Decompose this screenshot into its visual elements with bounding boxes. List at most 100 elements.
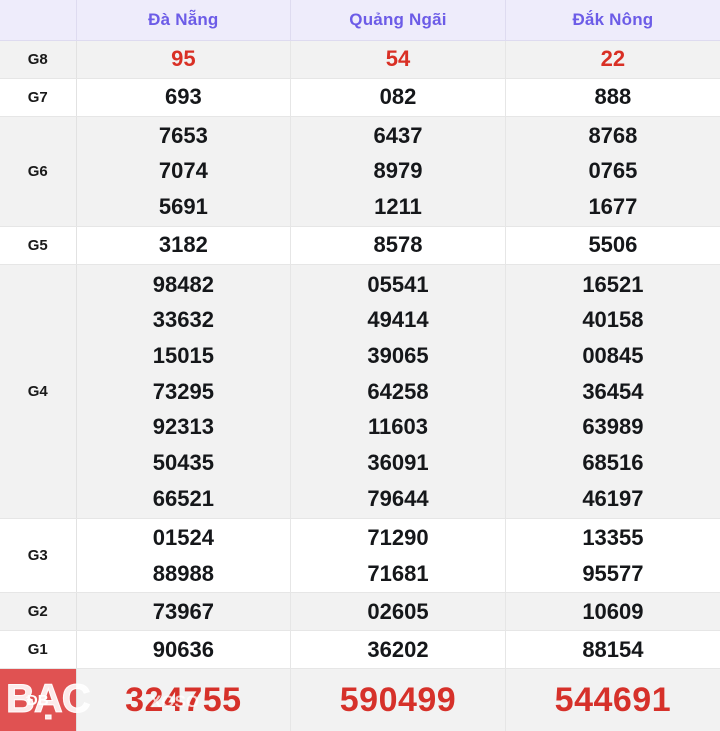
prize-row: G4 98482 33632 15015 73295 92313 50435 66521 055…: [0, 264, 720, 520]
prize-cell: 693: [76, 78, 292, 117]
lottery-number: 36202: [367, 637, 429, 662]
lottery-number: 73967: [152, 598, 214, 624]
prize-cell: 05541 49414 39065 64258 11603 36091 79644: [290, 264, 506, 520]
prize-cell: 90636: [76, 630, 292, 670]
lottery-number: 5506: [588, 232, 638, 258]
prize-cell: 888: [505, 78, 720, 117]
prize-label-g7: G7: [0, 78, 77, 117]
lottery-number: 90636: [152, 637, 214, 662]
prize-cell: 36202: [290, 630, 506, 670]
lottery-number: 16521: [582, 271, 644, 297]
special-prize-cell: 590499: [290, 668, 506, 731]
prize-cell: 8768 0765 1677: [505, 116, 720, 227]
table-header: Đà Nẵng Quảng Ngãi Đắk Nông: [0, 0, 720, 41]
lottery-number: 693: [164, 84, 202, 110]
prize-cell: 01524 88988: [76, 518, 292, 594]
prize-row: G7 693 082 888: [0, 78, 720, 117]
prize-row: G5 3182 8578 5506: [0, 226, 720, 265]
lottery-number: 92313: [152, 414, 214, 440]
lottery-number: 79644: [367, 485, 429, 511]
lottery-number: 0765: [588, 158, 638, 184]
prize-cell: 6437 8979 1211: [290, 116, 506, 227]
province-header-quang-ngai[interactable]: Quảng Ngãi: [290, 0, 506, 41]
header-corner-cell: [0, 0, 77, 41]
prize-cell: 54: [290, 40, 506, 79]
lottery-number: 02605: [367, 598, 429, 624]
special-prize-row: ĐB 324755 590499 544691: [0, 668, 720, 731]
lottery-number: 63989: [582, 414, 644, 440]
lottery-number: 95577: [582, 560, 644, 586]
lottery-number: 082: [379, 84, 417, 110]
lottery-number: 71681: [367, 560, 429, 586]
lottery-number: 73295: [152, 378, 214, 404]
prize-cell: 3182: [76, 226, 292, 265]
prize-cell: 98482 33632 15015 73295 92313 50435 66521: [76, 264, 292, 520]
prize-cell: 73967: [76, 592, 292, 632]
lottery-number: 10609: [582, 598, 644, 624]
lottery-number: 6437: [373, 122, 423, 148]
special-lottery-number: 324755: [125, 680, 242, 719]
prize-row: G8 95 54 22: [0, 40, 720, 79]
lottery-number: 54: [385, 46, 411, 72]
prize-row: G3 01524 88988 71290 71681 13355 95577: [0, 518, 720, 594]
prize-cell: 7653 7074 5691: [76, 116, 292, 227]
province-header-dak-nong[interactable]: Đắk Nông: [505, 0, 720, 41]
lottery-number: 98482: [152, 271, 214, 297]
lottery-number: 8979: [373, 158, 423, 184]
lottery-number: 88154: [582, 637, 644, 662]
lottery-number: 1677: [588, 193, 638, 219]
prize-cell: 13355 95577: [505, 518, 720, 594]
prize-cell: 16521 40158 00845 36454 63989 68516 46197: [505, 264, 720, 520]
lottery-number: 7074: [158, 158, 208, 184]
lottery-number: 888: [594, 84, 632, 110]
prize-row: G1 90636 36202 88154: [0, 630, 720, 670]
lottery-number: 64258: [367, 378, 429, 404]
prize-label-g2: G2: [0, 592, 77, 632]
lottery-number: 15015: [152, 343, 214, 369]
special-lottery-number: 590499: [339, 680, 457, 719]
lottery-number: 5691: [158, 193, 208, 219]
lottery-number: 49414: [367, 307, 429, 333]
prize-label-g1: G1: [0, 630, 77, 670]
header-row: Đà Nẵng Quảng Ngãi Đắk Nông: [0, 0, 720, 41]
special-prize-badge: ĐB: [0, 668, 77, 731]
lottery-number: 71290: [367, 525, 429, 551]
lottery-number: 8578: [373, 232, 423, 258]
lottery-number: 33632: [152, 307, 214, 333]
prize-label-g3: G3: [0, 518, 77, 594]
lottery-number: 88988: [152, 560, 214, 586]
prize-cell: 02605: [290, 592, 506, 632]
lottery-number: 36091: [367, 449, 429, 475]
prize-row: G6 7653 7074 5691 6437 8979 1211 8768 0765 1677: [0, 116, 720, 227]
lottery-number: 40158: [582, 307, 644, 333]
lottery-number: 22: [600, 46, 626, 72]
lottery-number: 39065: [367, 343, 429, 369]
lottery-number: 05541: [367, 271, 429, 297]
lottery-number: 11603: [368, 414, 428, 440]
special-prize-cell: 544691: [505, 668, 720, 731]
prize-cell: 5506: [505, 226, 720, 265]
province-header-da-nang[interactable]: Đà Nẵng: [76, 0, 292, 41]
lottery-number: 68516: [582, 449, 644, 475]
prize-cell: 71290 71681: [290, 518, 506, 594]
lottery-number: 46197: [582, 485, 644, 511]
prize-cell: 8578: [290, 226, 506, 265]
prize-label-g6: G6: [0, 116, 77, 227]
special-prize-cell: 324755: [76, 668, 292, 731]
prize-row: G2 73967 02605 10609: [0, 592, 720, 632]
special-lottery-number: 544691: [554, 680, 672, 719]
prize-cell: 10609: [505, 592, 720, 632]
prize-label-g4: G4: [0, 264, 77, 520]
lottery-number: 3182: [158, 232, 208, 258]
lottery-number: 1211: [374, 193, 422, 219]
table-body: G8 95 54 22 G7 693 082 888 G6 7653 7074 5691 6437 897…: [0, 40, 720, 731]
lottery-number: 36454: [582, 378, 644, 404]
prize-label-g8: G8: [0, 40, 77, 79]
lottery-number: 95: [171, 46, 196, 72]
lottery-number: 7653: [158, 122, 208, 148]
prize-label-g5: G5: [0, 226, 77, 265]
lottery-number: 00845: [582, 343, 644, 369]
lottery-number: 8768: [588, 122, 638, 148]
